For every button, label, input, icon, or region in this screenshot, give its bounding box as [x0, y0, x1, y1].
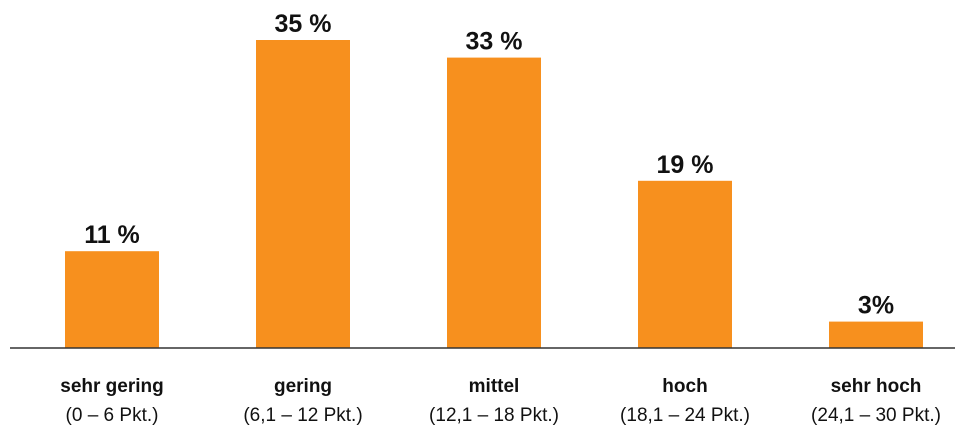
- category-range-label-4: (24,1 – 30 Pkt.): [811, 405, 941, 426]
- bar-4: [829, 321, 923, 348]
- category-range-label-3: (18,1 – 24 Pkt.): [620, 405, 750, 426]
- category-label-0: sehr gering: [60, 376, 163, 397]
- bar-1: [256, 40, 350, 348]
- category-label-3: hoch: [662, 376, 707, 397]
- value-label-3: 19 %: [657, 151, 714, 179]
- category-range-label-2: (12,1 – 18 Pkt.): [429, 405, 559, 426]
- value-label-4: 3%: [858, 292, 894, 320]
- bars-layer: [65, 40, 923, 348]
- bar-2: [447, 57, 541, 348]
- value-label-2: 33 %: [466, 28, 523, 56]
- category-range-label-1: (6,1 – 12 Pkt.): [243, 405, 362, 426]
- bar-3: [638, 180, 732, 348]
- value-label-1: 35 %: [275, 10, 332, 38]
- category-label-4: sehr hoch: [831, 376, 922, 397]
- category-range-label-0: (0 – 6 Pkt.): [66, 405, 159, 426]
- category-label-1: gering: [274, 376, 332, 397]
- value-label-0: 11 %: [84, 221, 140, 249]
- value-labels-layer: 11 % 35 % 33 % 19 % 3%: [84, 10, 894, 320]
- bar-0: [65, 251, 159, 348]
- category-labels-layer: sehr gering (0 – 6 Pkt.) gering (6,1 – 12 P…: [60, 376, 941, 426]
- category-label-2: mittel: [469, 376, 520, 397]
